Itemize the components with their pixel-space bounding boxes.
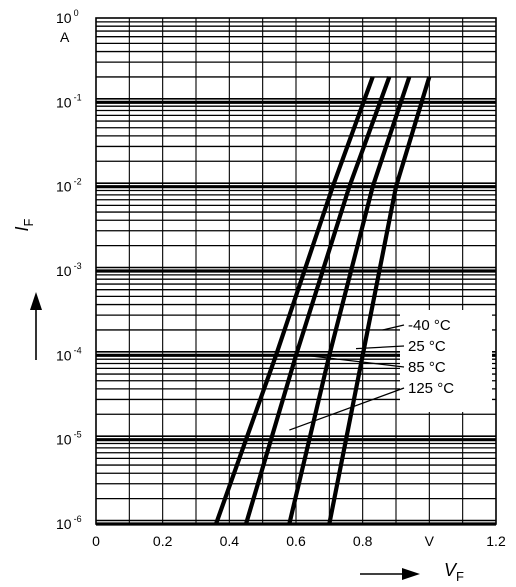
- legend-label-2: 25 °C: [408, 338, 446, 355]
- y-tick-label: 10 0: [56, 8, 79, 26]
- x-tick-label: 0.4: [220, 533, 240, 549]
- legend: -40 °C 25 °C 85 °C 125 °C: [289, 310, 492, 431]
- legend-label-1: -40 °C: [408, 317, 451, 334]
- axis-labels: IF VF: [12, 218, 464, 584]
- legend-label-4: 125 °C: [408, 380, 454, 397]
- y-tick-label: 10 -2: [56, 177, 82, 195]
- x-tick-label: 0.2: [153, 533, 173, 549]
- y-tick-label: 10 -3: [56, 261, 82, 279]
- legend-leader-1: [382, 324, 405, 331]
- y-tick-label: 10 -1: [56, 92, 82, 110]
- legend-leader-3: [305, 354, 405, 368]
- x-axis-label: VF: [444, 560, 464, 584]
- y-axis-label: IF: [12, 218, 36, 231]
- x-tick-label: 0: [92, 533, 100, 549]
- x-axis-arrowhead: [402, 568, 420, 580]
- x-tick-label: 0.8: [353, 533, 373, 549]
- y-unit-label: A: [60, 29, 70, 45]
- grid: [95, 17, 497, 526]
- legend-leader-2: [355, 345, 405, 350]
- series-line-3: [243, 76, 392, 525]
- x-tick-label: 0.6: [286, 533, 306, 549]
- legend-label-3: 85 °C: [408, 359, 446, 376]
- x-tick-label: V: [425, 533, 435, 549]
- legend-leader-4: [289, 387, 405, 431]
- series-line-1: [327, 76, 432, 525]
- y-axis-arrowhead: [30, 292, 42, 310]
- series-line-2: [287, 76, 412, 525]
- series-line-4: [214, 76, 375, 525]
- y-tick-label: 10 -5: [56, 430, 82, 448]
- legend-box: [400, 310, 492, 412]
- x-tick-label: 1.2: [486, 533, 506, 549]
- y-tick-label: 10 -6: [56, 514, 82, 532]
- series-lines: [214, 76, 432, 525]
- y-tick-label: 10 -4: [56, 345, 82, 363]
